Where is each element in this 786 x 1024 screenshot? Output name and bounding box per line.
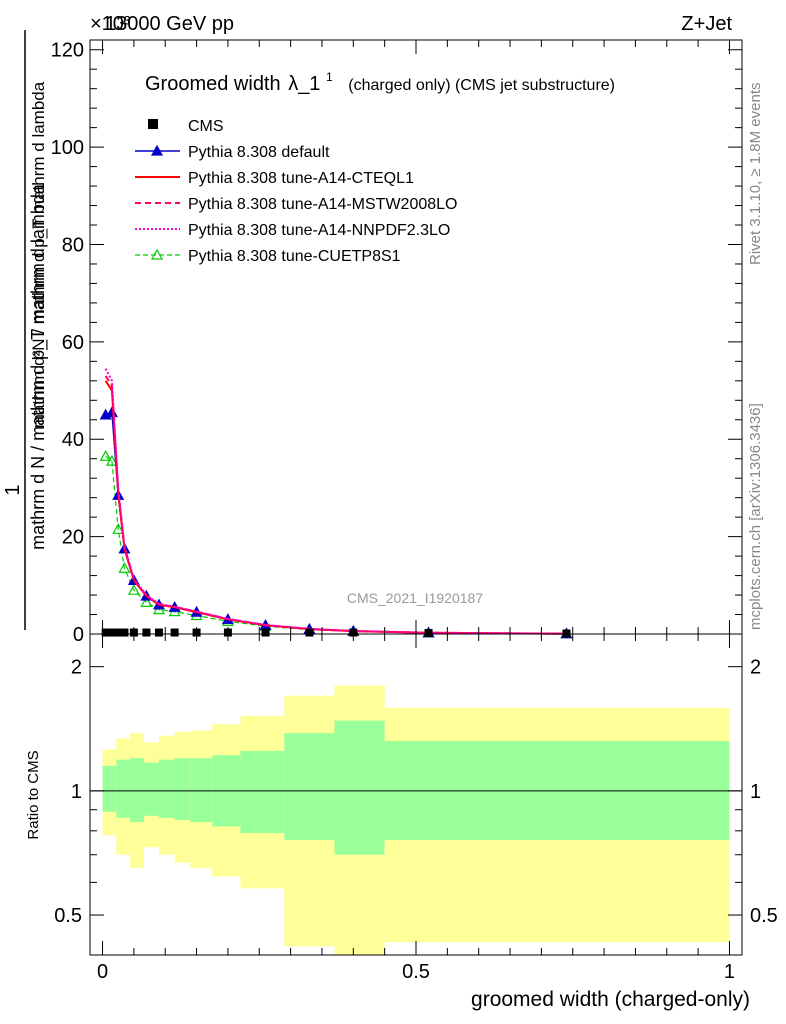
ratio-tick-label-left: 2 — [71, 657, 82, 679]
rivet-label: Rivet 3.1.10, ≥ 1.8M events — [747, 83, 764, 266]
legend-label: Pythia 8.308 tune-A14-MSTW2008LO — [188, 196, 457, 213]
cms-data-point — [120, 628, 129, 637]
ylabel-denominator: mathrm d N / mathrm d p_T mathrm d lambd… — [28, 183, 49, 550]
ylabel-numerator: 1 — [2, 484, 24, 495]
y-tick-label: 40 — [62, 429, 84, 451]
title-main: Groomed width — [145, 73, 281, 95]
top-y-axis-label: 1 mathrm d N / mathrm d p_T mathrm d lam… — [2, 30, 49, 630]
process-label: Z+Jet — [681, 13, 732, 35]
y-tick-label: 100 — [51, 137, 84, 159]
cms-data-point — [114, 628, 123, 637]
title-lambda: λ_1 — [288, 73, 320, 95]
ratio-tick-label-left: 0.5 — [54, 905, 82, 927]
series-marker-cuetp8s1 — [118, 562, 131, 573]
cms-data-point — [170, 628, 179, 637]
series-marker-cuetp8s1 — [112, 523, 125, 534]
mcplots-label: mcplots.cern.ch [arXiv:1306.3436] — [747, 403, 764, 630]
legend-marker-cms — [148, 119, 158, 129]
ratio-band-inner — [143, 762, 159, 816]
cms-data-point — [305, 628, 314, 637]
ratio-tick-label-right: 2 — [750, 657, 761, 679]
y-tick-label: 0 — [73, 624, 84, 646]
ratio-tick-label-right: 0.5 — [750, 905, 778, 927]
ratio-band-inner — [116, 759, 131, 818]
ratio-band-inner — [130, 758, 144, 823]
series-marker-cuetp8s1 — [127, 583, 140, 595]
ratio-band-inner — [174, 758, 191, 820]
series-marker-cuetp8s1 — [105, 454, 118, 466]
series-marker-cuetp8s1 — [140, 596, 153, 607]
title-sup: 1 — [326, 70, 333, 84]
series-line-default — [105, 411, 567, 635]
ratio-band-inner — [284, 733, 335, 841]
ratio-band-inner — [240, 750, 285, 834]
ratio-tick-label-right: 1 — [750, 781, 761, 803]
series-line-nnpdf — [104, 368, 567, 635]
cms-data-point — [107, 628, 116, 637]
cms-data-point — [142, 628, 151, 637]
energy-label: 13000 GeV pp — [105, 13, 234, 35]
cms-data-point — [424, 629, 433, 638]
ratio-band-inner — [190, 758, 213, 823]
ratio-band-inner — [158, 759, 175, 818]
series-line-cteql1 — [104, 380, 567, 635]
cms-data-point — [154, 628, 163, 637]
main-panel — [99, 368, 573, 639]
legend-marker-default — [150, 144, 164, 156]
legend-label: Pythia 8.308 tune-CUETP8S1 — [188, 248, 401, 265]
title-sub: (charged only) (CMS jet substructure) — [348, 77, 615, 94]
plot-title: Groomed width λ_1 1 (charged only) (CMS … — [145, 64, 615, 95]
legend-marker-cuetp8s1 — [150, 248, 164, 260]
legend-label: Pythia 8.308 default — [188, 144, 330, 161]
y-tick-label: 120 — [51, 40, 84, 62]
legend: CMS Pythia 8.308 default Pythia 8.308 tune… — [135, 118, 457, 265]
legend-label: Pythia 8.308 tune-A14-NNPDF2.3LO — [188, 222, 450, 239]
series-marker-default — [105, 406, 118, 418]
legend-label: CMS — [188, 118, 224, 135]
series-marker-cuetp8s1 — [99, 450, 112, 461]
legend-label: Pythia 8.308 tune-A14-CTEQL1 — [188, 170, 414, 187]
ratio-panel — [90, 685, 742, 955]
ylabel-top-right: mathrm d²N / mathrm d p_T mathrm d lambd… — [29, 81, 48, 428]
ratio-tick-label-left: 1 — [71, 781, 82, 803]
series-line-mstw — [104, 375, 567, 635]
x-tick-label: 1 — [724, 961, 735, 983]
exponent-label: ×10³ — [90, 13, 131, 35]
analysis-label: CMS_2021_I1920187 — [347, 590, 483, 606]
y-tick-label: 20 — [62, 527, 84, 549]
ratio-y-label: Ratio to CMS — [25, 750, 42, 839]
cms-data-point — [101, 628, 110, 637]
y-tick-label: 60 — [62, 332, 84, 354]
x-tick-label: 0.5 — [402, 961, 430, 983]
ratio-band-inner — [102, 765, 117, 812]
y-tick-label: 80 — [62, 234, 84, 256]
cms-data-point — [261, 628, 270, 637]
x-tick-label: 0 — [97, 961, 108, 983]
x-axis-label: groomed width (charged-only) — [471, 988, 750, 1011]
ratio-band-inner — [334, 720, 385, 855]
